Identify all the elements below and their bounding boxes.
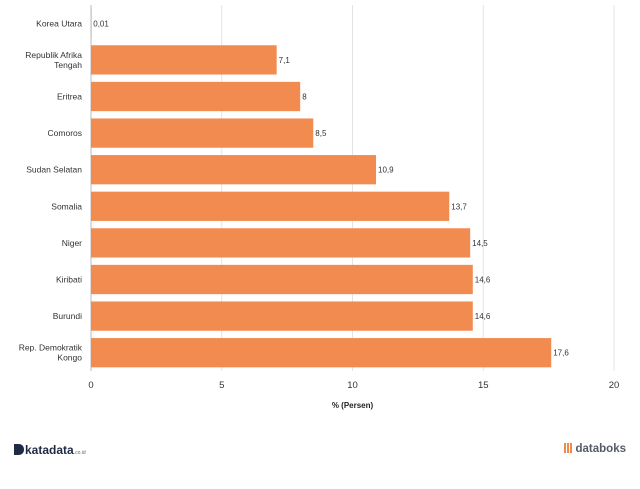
value-label: 8 (302, 93, 307, 102)
databoks-logo-text: databoks (575, 443, 627, 455)
bars (91, 8, 552, 368)
category-label: Comoros (48, 128, 82, 138)
katadata-logo: katadata.co.id (14, 443, 86, 457)
katadata-logo-icon (14, 444, 24, 455)
x-tick-label: 0 (88, 380, 93, 391)
category-labels: Korea Utara Republik Afrika Tengah Eritrea C… (19, 18, 83, 362)
value-label: 7,1 (279, 56, 291, 65)
bar (91, 301, 473, 331)
x-tick-label: 5 (219, 380, 224, 391)
katadata-logo-text: katadata (25, 443, 74, 457)
databoks-bars-icon (563, 443, 573, 453)
bar-chart: Korea Utara Republik Afrika Tengah Eritrea C… (19, 5, 619, 410)
bar (91, 264, 473, 295)
bar (91, 338, 552, 368)
value-label: 17,6 (553, 349, 569, 358)
category-label: Kiribati (56, 275, 82, 285)
value-label: 14,6 (475, 312, 491, 321)
katadata-logo-suffix: .co.id (73, 450, 86, 456)
category-label: Burundi (53, 311, 82, 321)
bar (91, 8, 92, 38)
x-tick-label: 20 (609, 380, 620, 391)
bar (91, 118, 314, 148)
bar (91, 228, 471, 258)
category-label: Republik Afrika Tengah (25, 50, 82, 70)
category-label: Somalia (51, 201, 82, 211)
category-label: Sudan Selatan (26, 165, 82, 175)
databoks-logo: databoks (563, 443, 627, 455)
value-label: 14,5 (472, 239, 488, 248)
x-tick-label: 15 (478, 380, 489, 391)
bar (91, 155, 377, 185)
category-label: Korea Utara (36, 18, 82, 28)
bar (91, 191, 450, 221)
category-label: Rep. Demokratik Kongo (19, 343, 83, 363)
category-label: Eritrea (57, 92, 82, 102)
value-label: 10,9 (378, 166, 394, 175)
category-label: Niger (62, 238, 82, 248)
x-axis-label: % (Persen) (332, 401, 374, 410)
value-label: 13,7 (451, 202, 467, 211)
x-tick-label: 10 (347, 380, 358, 391)
bar (91, 45, 277, 75)
value-label: 8,5 (315, 129, 327, 138)
bar (91, 81, 301, 112)
value-labels: 0,01 7,1 8 8,5 10,9 13,7 14,5 14,6 14,6 17,6 (93, 19, 569, 357)
x-tick-labels: 0 5 10 15 20 (88, 380, 619, 391)
value-label: 0,01 (93, 19, 109, 28)
value-label: 14,6 (475, 276, 491, 285)
